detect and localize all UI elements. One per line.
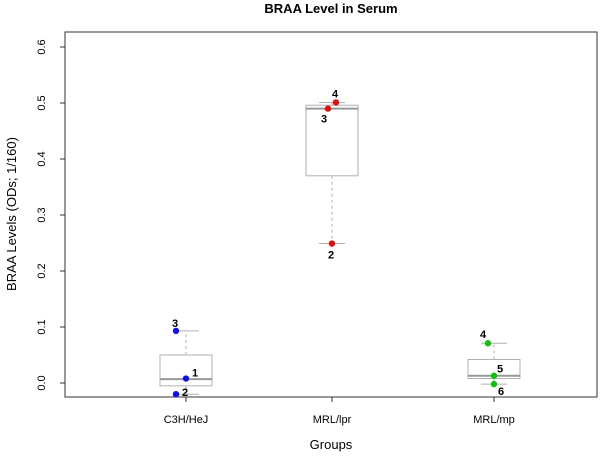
data-point-label: 5 <box>497 364 503 376</box>
data-point <box>328 240 336 247</box>
data-point-label: 2 <box>182 387 188 399</box>
data-point <box>490 372 498 379</box>
chart-title: BRAA Level in Serum <box>264 1 397 16</box>
data-point <box>172 327 180 335</box>
data-point-label: 1 <box>192 368 198 380</box>
y-tick-label: 0.4 <box>36 151 48 166</box>
x-tick-label: MRL/lpr <box>313 414 352 426</box>
data-point <box>332 99 340 106</box>
data-point-label: 4 <box>480 329 487 341</box>
y-tick-label: 0.1 <box>36 319 48 334</box>
data-point-label: 3 <box>172 318 178 330</box>
boxes <box>159 101 521 395</box>
y-tick-label: 0.3 <box>36 207 48 222</box>
y-axis: 0.0 0.1 0.2 0.3 0.4 0.5 0.6 <box>36 39 65 391</box>
plot-frame <box>64 31 598 398</box>
x-axis: C3H/HeJ MRL/lpr MRL/mp <box>164 397 515 426</box>
y-axis-title: BRAA Levels (ODs; 1/160) <box>4 137 19 291</box>
x-tick-label: C3H/HeJ <box>164 414 209 426</box>
x-tick-label: MRL/mp <box>473 414 515 426</box>
data-point-label: 6 <box>498 386 504 398</box>
data-point <box>490 380 498 388</box>
data-point-label: 2 <box>328 250 334 262</box>
iqr-box <box>305 104 359 177</box>
y-tick-label: 0.5 <box>36 95 48 110</box>
box-c3h-hej <box>159 330 213 395</box>
data-point <box>172 391 180 398</box>
y-tick-label: 0.2 <box>36 263 48 278</box>
box-mrl-lpr <box>305 101 359 245</box>
data-point <box>484 340 492 347</box>
x-axis-title: Groups <box>310 437 353 452</box>
y-tick-label: 0.6 <box>36 39 48 54</box>
data-point <box>182 375 190 382</box>
iqr-box <box>159 354 213 387</box>
data-point-label: 4 <box>332 88 339 100</box>
data-point <box>324 105 332 112</box>
data-point-label: 3 <box>321 114 327 126</box>
y-tick-label: 0.0 <box>36 375 48 390</box>
